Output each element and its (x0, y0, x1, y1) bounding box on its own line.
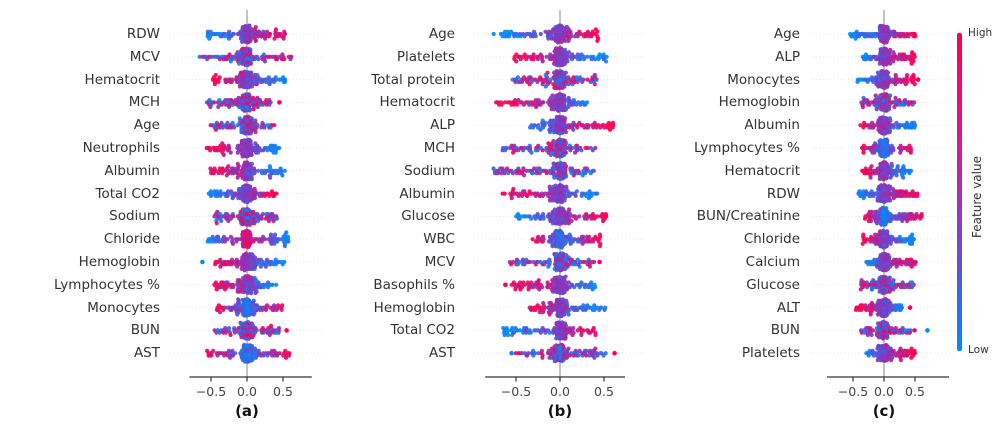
colorbar-gradient (957, 33, 962, 351)
feature-label: MCV (129, 48, 160, 65)
feature-label: MCH (423, 140, 455, 156)
x-tick-label: 0.0 (550, 384, 570, 399)
feature-label: Lymphocytes % (694, 140, 800, 156)
feature-label: ALT (776, 299, 800, 316)
colorbar-axis-label: Feature value (970, 156, 984, 238)
feature-label: RDW (126, 26, 160, 42)
panel-caption-c: (c) (872, 402, 896, 420)
feature-label: Monocytes (727, 71, 800, 88)
feature-label: ALP (775, 48, 800, 65)
feature-label: Age (428, 26, 455, 42)
feature-label: Platelets (396, 48, 455, 65)
feature-label: Lymphocytes % (54, 276, 160, 293)
feature-label: Total CO2 (95, 185, 160, 202)
feature-label: Hematocrit (84, 71, 160, 88)
feature-label: Age (133, 117, 160, 134)
feature-label: MCV (424, 254, 455, 270)
beeswarm-plot-c: −0.5 0.0 0.5 (812, 10, 953, 399)
feature-label: AST (133, 345, 160, 362)
colorbar: High Low Feature value (950, 0, 1006, 448)
feature-label: Platelets (741, 345, 800, 362)
feature-label: Calcium (745, 254, 800, 270)
x-tick-label: 0.0 (874, 384, 894, 399)
feature-label: Hemoglobin (373, 299, 455, 316)
x-tick-label: −0.5 (501, 384, 531, 399)
feature-label: BUN (770, 322, 800, 339)
feature-label: Total protein (371, 71, 455, 88)
feature-label: Chloride (103, 231, 160, 248)
x-tick-label: −0.5 (196, 384, 226, 399)
x-tick-label: 0.5 (273, 384, 293, 399)
feature-label: Sodium (109, 208, 160, 225)
feature-label: Hematocrit (724, 162, 800, 179)
x-tick-label: 0.5 (594, 384, 614, 399)
feature-label: RDW (766, 185, 800, 202)
feature-label: Albumin (744, 117, 800, 134)
shap-panel-b: −0.5 0.0 0.5 Age Platelets Total protein Hemat… (340, 0, 660, 448)
feature-label: MCH (128, 94, 160, 111)
feature-label: ALP (430, 117, 455, 134)
shap-panel-c: −0.5 0.0 0.5 Age ALP Monocytes Hemoglobin Album… (665, 0, 955, 448)
feature-label: Age (773, 26, 800, 42)
feature-label: AST (428, 345, 455, 362)
feature-label: Hemoglobin (78, 254, 160, 270)
feature-label: Glucose (746, 276, 800, 293)
feature-label: Albumin (104, 162, 160, 179)
colorbar-high-label: High (968, 27, 993, 39)
feature-label: Hemoglobin (718, 94, 800, 111)
beeswarm-plot-a: −0.5 0.0 0.5 (170, 10, 322, 399)
shap-panel-a: −0.5 0.0 0.5 RDW MCV Hematocrit MCH Age Neutroph… (0, 0, 336, 448)
beeswarm-plot-b: −0.5 0.0 0.5 (474, 10, 644, 399)
feature-label: Albumin (399, 185, 455, 202)
x-tick-label: 0.0 (237, 384, 257, 399)
x-tick-label: 0.5 (905, 384, 925, 399)
feature-label: Total CO2 (390, 322, 455, 339)
feature-label: Neutrophils (82, 140, 160, 156)
feature-label: Hematocrit (379, 94, 455, 111)
feature-label: Chloride (743, 231, 800, 248)
feature-label: WBC (423, 231, 455, 248)
feature-label: Monocytes (87, 299, 160, 316)
feature-label: Sodium (404, 162, 455, 179)
feature-label: Glucose (401, 208, 455, 225)
feature-label: BUN (130, 322, 160, 339)
panel-caption-a: (a) (235, 402, 259, 420)
colorbar-low-label: Low (968, 344, 989, 356)
x-tick-label: −0.5 (838, 384, 868, 399)
feature-label: Basophils % (373, 276, 455, 293)
feature-label: BUN/Creatinine (696, 208, 800, 225)
panel-caption-b: (b) (547, 402, 573, 420)
